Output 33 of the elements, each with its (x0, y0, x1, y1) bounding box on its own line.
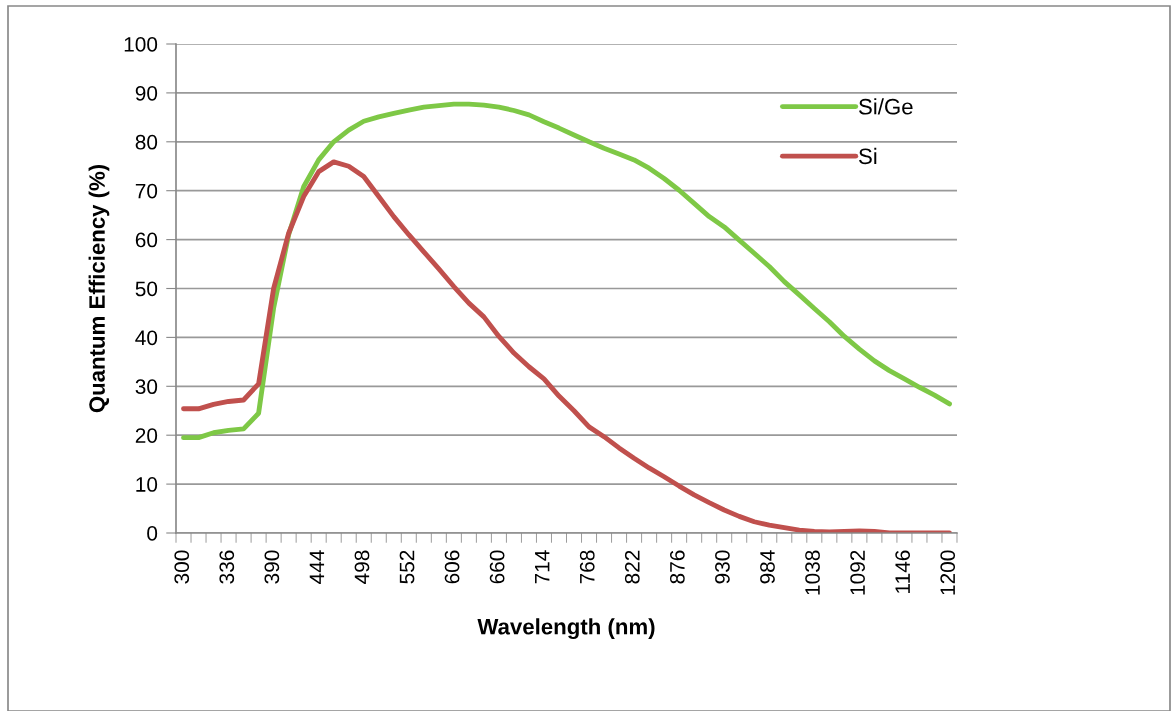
x-tick-label: 606 (444, 550, 460, 584)
x-tick-label: 930 (715, 550, 730, 584)
x-tick-label: 984 (760, 550, 775, 584)
legend-label: Si (859, 147, 877, 165)
y-tick-label: 10 (136, 477, 158, 492)
x-tick-label: 336 (219, 550, 235, 584)
y-tick-label: 90 (135, 85, 158, 101)
y-tick-label: 80 (135, 134, 158, 150)
x-tick-label: 714 (535, 550, 550, 584)
y-tick-label: 0 (147, 526, 158, 541)
x-tick-label: 1092 (850, 550, 865, 595)
y-tick-label: 40 (135, 330, 158, 346)
y-tick-label: 100 (124, 37, 158, 52)
y-tick-label: 60 (135, 232, 158, 248)
x-tick-label: 768 (579, 550, 595, 584)
y-tick-label: 30 (135, 379, 158, 395)
x-tick-label: 876 (669, 550, 685, 584)
legend-label: Si/Ge (859, 98, 913, 115)
x-tick-label: 300 (174, 550, 190, 584)
x-tick-label: 1038 (805, 550, 820, 595)
x-axis-title: Wavelength (nm) (477, 618, 655, 640)
x-tick-label: 660 (489, 550, 505, 584)
x-tick-label: 444 (309, 550, 325, 584)
x-tick-label: 822 (624, 550, 640, 584)
y-tick-label: 20 (135, 428, 158, 443)
x-tick-label: 498 (354, 550, 370, 584)
x-tick-label: 1146 (895, 550, 911, 593)
x-tick-label: 552 (399, 550, 415, 584)
x-tick-label: 390 (264, 550, 280, 584)
y-axis-title: Quantum Efficiency (%) (88, 164, 110, 413)
y-tick-label: 50 (135, 281, 158, 297)
y-tick-label: 70 (135, 183, 158, 199)
x-tick-label: 1200 (940, 550, 956, 595)
